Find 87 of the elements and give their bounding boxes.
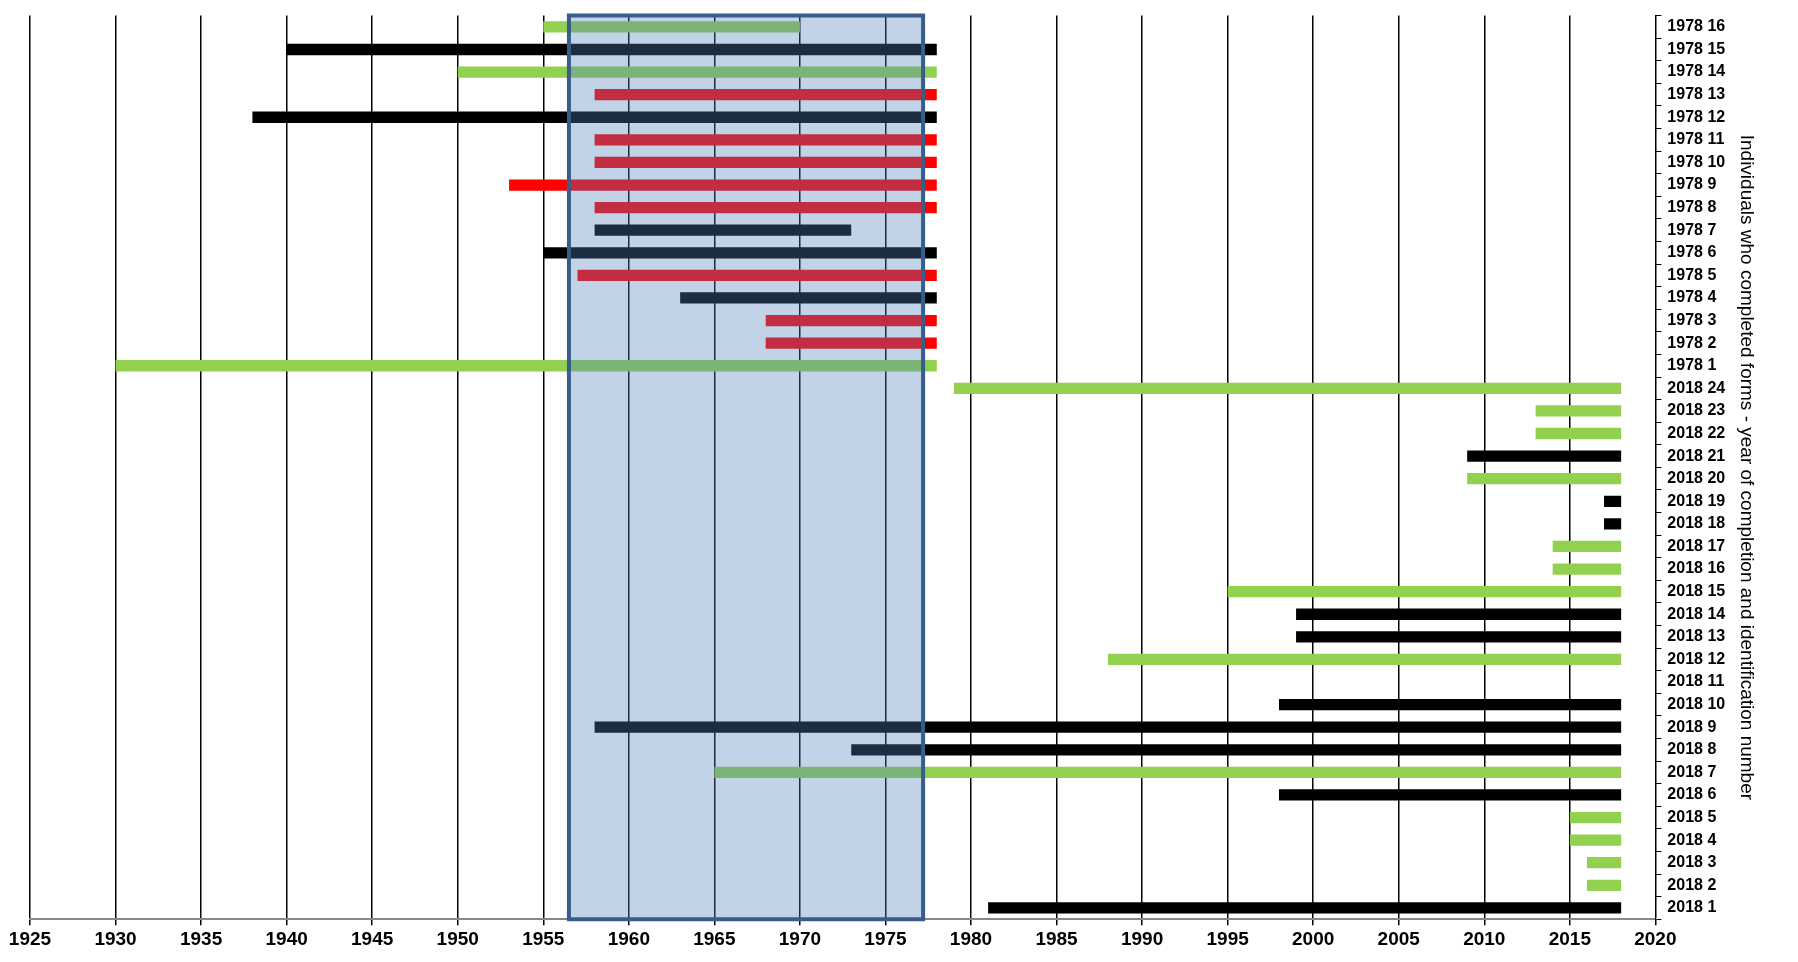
y-tick-label: 2018 22: [1667, 423, 1726, 441]
bar: [457, 66, 937, 78]
bar: [714, 766, 1622, 779]
y-tick-label: 2018 16: [1667, 559, 1726, 577]
y-tick-label: 2018 11: [1667, 672, 1725, 690]
bar: [1107, 653, 1622, 666]
x-tick-label: 1955: [522, 927, 565, 949]
y-tick-label: 2018 2: [1667, 875, 1717, 893]
y-tick-label: 1978 2: [1667, 333, 1717, 351]
y-tick-label: 1978 4: [1667, 288, 1717, 306]
x-tick-label: 1965: [693, 927, 736, 949]
bar: [1535, 427, 1622, 440]
y-tick-label: 2018 18: [1667, 514, 1726, 532]
y-axis-title: Individuals who completed forms - year of completion and identification number: [1737, 134, 1759, 801]
bar: [1604, 495, 1622, 507]
y-tick-label: 2018 19: [1667, 491, 1726, 509]
x-tick-label: 1925: [8, 927, 52, 949]
y-tick-label: 2018 20: [1667, 469, 1726, 487]
y-tick-label: 1978 12: [1667, 107, 1726, 125]
bar: [594, 201, 937, 214]
y-tick-label: 1978 14: [1667, 62, 1726, 80]
bar: [509, 179, 937, 191]
x-tick-label: 1990: [1120, 927, 1164, 949]
bar: [1569, 811, 1622, 824]
x-tick-label: 1995: [1206, 927, 1250, 949]
bar: [1586, 857, 1622, 869]
y-tick-label: 2018 6: [1667, 785, 1717, 803]
y-tick-label: 2018 3: [1667, 853, 1717, 871]
x-tick-label: 1950: [436, 927, 479, 949]
bar: [1227, 586, 1622, 598]
bar: [765, 314, 937, 327]
y-tick-label: 1978 8: [1667, 198, 1717, 216]
x-tick-label: 1930: [94, 927, 137, 949]
y-tick-label: 2018 1: [1667, 898, 1717, 916]
x-tick-label: 1940: [265, 927, 308, 949]
x-tick-label: 1960: [607, 927, 650, 949]
x-tick-label: 1975: [864, 927, 908, 949]
bar: [577, 269, 937, 282]
y-tick-label: 2018 5: [1667, 807, 1717, 825]
bar: [765, 337, 937, 349]
bar: [1467, 473, 1622, 485]
bar: [1535, 405, 1622, 417]
bar: [594, 156, 937, 169]
bar: [115, 360, 937, 372]
y-tick-label: 2018 7: [1667, 762, 1717, 780]
y-tick-label: 1978 1: [1667, 356, 1717, 374]
y-tick-label: 2018 14: [1667, 604, 1726, 622]
x-tick-label: 1970: [778, 927, 822, 949]
y-tick-label: 2018 15: [1667, 582, 1726, 600]
x-tick-label: 2020: [1634, 927, 1677, 949]
bar: [1586, 879, 1622, 891]
y-tick-label: 2018 9: [1667, 717, 1717, 735]
y-tick-label: 1978 15: [1667, 39, 1726, 57]
y-tick-label: 1978 10: [1667, 152, 1726, 170]
x-tick-label: 2015: [1548, 927, 1592, 949]
y-tick-label: 2018 13: [1667, 627, 1726, 645]
bar: [1604, 518, 1622, 530]
y-tick-label: 1978 13: [1667, 85, 1726, 103]
x-tick-label: 2010: [1463, 927, 1506, 949]
y-tick-label: 2018 23: [1667, 401, 1726, 419]
x-tick-label: 2005: [1377, 927, 1421, 949]
y-tick-label: 1978 6: [1667, 243, 1717, 261]
y-tick-label: 2018 21: [1667, 446, 1726, 464]
y-tick-label: 1978 3: [1667, 310, 1717, 328]
x-tick-label: 1945: [351, 927, 394, 949]
y-tick-label: 1978 11: [1667, 130, 1725, 148]
bar: [594, 134, 937, 146]
y-tick-label: 2018 4: [1667, 830, 1717, 848]
y-tick-label: 1978 7: [1667, 220, 1717, 238]
x-tick-label: 1935: [179, 927, 223, 949]
y-tick-label: 2018 8: [1667, 740, 1717, 758]
bar: [543, 21, 800, 33]
bar: [594, 89, 937, 101]
bar: [1569, 834, 1622, 846]
y-tick-label: 1978 9: [1667, 175, 1717, 193]
y-tick-label: 2018 17: [1667, 536, 1726, 554]
y-tick-label: 1978 5: [1667, 265, 1717, 283]
y-tick-label: 2018 24: [1667, 378, 1726, 396]
y-tick-label: 1978 16: [1667, 17, 1726, 35]
bar: [1552, 563, 1622, 575]
y-tick-label: 2018 12: [1667, 649, 1726, 667]
bar: [953, 382, 1622, 394]
bar: [1552, 540, 1622, 553]
x-tick-label: 1980: [949, 927, 993, 949]
x-tick-label: 1985: [1035, 927, 1079, 949]
x-tick-label: 2000: [1292, 927, 1335, 949]
y-tick-label: 2018 10: [1667, 695, 1726, 712]
